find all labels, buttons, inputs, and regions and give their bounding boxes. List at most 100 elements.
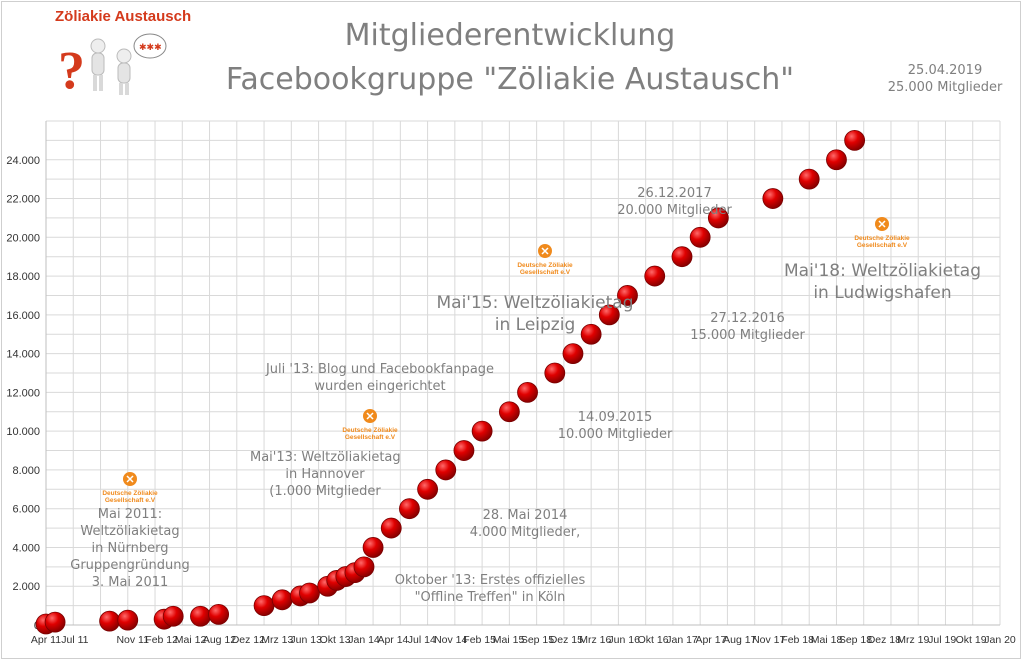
annotation-sep-2015: 14.09.2015 10.000 Mitglieder bbox=[557, 410, 673, 442]
data-point bbox=[417, 478, 439, 500]
x-tick-label: Dez 15 bbox=[550, 634, 583, 646]
y-tick-label: 10.000 bbox=[6, 426, 40, 438]
annotation-mai-2018: Mai'18: Weltzöliakietag in Ludwigshafen bbox=[784, 261, 981, 304]
data-point bbox=[353, 556, 375, 578]
data-point bbox=[707, 207, 729, 229]
x-tick-label: Apr 17 bbox=[695, 634, 726, 646]
x-tick-label: Sep 18 bbox=[839, 634, 872, 646]
y-tick-label: 8.000 bbox=[12, 465, 40, 477]
x-tick-label: Jul 19 bbox=[928, 634, 956, 646]
x-tick-label: Mai 18 bbox=[811, 634, 843, 646]
annotation-mai-2014: 28. Mai 2014 4.000 Mitglieder, bbox=[469, 508, 581, 540]
y-tick-label: 14.000 bbox=[6, 349, 40, 361]
data-point bbox=[162, 605, 184, 627]
annotation-mai-2015: Mai'15: Weltzöliakietag in Leipzig bbox=[436, 293, 634, 336]
annotation-mai-2013: Mai'13: Weltzöliakietag in Hannover (1.0… bbox=[250, 450, 401, 499]
data-point bbox=[253, 595, 275, 617]
logo-illustration: ? ✱✱✱ bbox=[58, 33, 167, 100]
y-tick-label: 4.000 bbox=[12, 542, 40, 554]
dzg-logo-mark bbox=[126, 475, 134, 483]
annotation-dez-2017: 26.12.2017 20.000 Mitglieder bbox=[617, 186, 732, 218]
y-tick-label: 12.000 bbox=[6, 387, 40, 399]
x-tick-label: Apr 11 bbox=[31, 634, 61, 646]
dzg-logo-text: Deutsche Zöliakie bbox=[517, 262, 573, 269]
x-tick-label: Jun 16 bbox=[608, 634, 640, 646]
x-tick-label: Jan 14 bbox=[348, 634, 380, 646]
data-point bbox=[844, 129, 866, 151]
data-point bbox=[617, 285, 638, 306]
x-tick-label: Feb 15 bbox=[463, 634, 496, 646]
dzg-logo-text: Gesellschaft e.V bbox=[520, 269, 571, 276]
data-point bbox=[271, 589, 293, 611]
x-tick-label: Mrz 13 bbox=[261, 634, 293, 646]
annotation-juli-2013: Juli '13: Blog und Facebookfanpage wurde… bbox=[265, 362, 495, 394]
data-point bbox=[208, 603, 230, 625]
data-point bbox=[471, 420, 493, 442]
x-tick-label: Aug 17 bbox=[723, 634, 756, 646]
data-point bbox=[826, 149, 847, 171]
x-tick-label: Mai 15 bbox=[493, 634, 525, 646]
annotation-apr-2019: 25.04.2019 25.000 Mitglieder bbox=[887, 63, 1003, 95]
dzg-logo-text: Gesellschaft e.V bbox=[345, 434, 396, 441]
x-tick-label: Dez 18 bbox=[868, 634, 901, 646]
data-point bbox=[598, 304, 620, 326]
data-point bbox=[362, 537, 384, 558]
data-point bbox=[498, 401, 520, 423]
y-tick-label: 6.000 bbox=[12, 504, 40, 516]
y-tick-label: 24.000 bbox=[6, 155, 40, 167]
data-point bbox=[299, 582, 320, 604]
data-point bbox=[99, 610, 120, 632]
y-tick-label: 20.000 bbox=[6, 232, 40, 244]
data-point bbox=[762, 188, 784, 209]
data-point bbox=[517, 381, 538, 403]
x-tick-label: Sep 15 bbox=[521, 634, 554, 646]
data-point bbox=[689, 226, 711, 248]
dzg-logo-text: Gesellschaft e.V bbox=[105, 497, 156, 504]
y-tick-label: 18.000 bbox=[6, 271, 40, 283]
data-point bbox=[117, 609, 139, 631]
y-tick-label: 2.000 bbox=[12, 581, 40, 593]
data-point bbox=[435, 459, 457, 481]
dzg-logo-text: Gesellschaft e.V bbox=[857, 242, 908, 249]
data-point bbox=[671, 246, 693, 268]
data-point bbox=[544, 362, 566, 384]
x-tick-label: Jan 20 bbox=[984, 634, 1016, 646]
brand-name: Zöliakie Austausch bbox=[55, 8, 192, 25]
x-tick-label: Jul 14 bbox=[408, 634, 436, 646]
chart-title-line-2: Facebookgruppe "Zöliakie Austausch" bbox=[225, 62, 795, 97]
dzg-logo-text: Deutsche Zöliakie bbox=[854, 235, 910, 242]
svg-text:✱✱✱: ✱✱✱ bbox=[139, 43, 162, 53]
x-tick-label: Okt 19 bbox=[956, 634, 987, 646]
y-tick-label: 16.000 bbox=[6, 310, 40, 322]
dzg-logo-mark bbox=[541, 247, 549, 255]
dzg-logo-mark bbox=[366, 412, 374, 420]
x-tick-label: Dez 12 bbox=[232, 634, 265, 646]
dzg-logo-mark bbox=[878, 220, 886, 228]
x-tick-label: Okt 16 bbox=[638, 634, 669, 646]
dzg-logo-text: Deutsche Zöliakie bbox=[102, 490, 158, 497]
data-point bbox=[190, 605, 211, 627]
x-tick-label: Jul 11 bbox=[61, 634, 88, 646]
dzg-logo-text: Deutsche Zöliakie bbox=[342, 427, 398, 434]
data-point bbox=[399, 498, 420, 520]
annotation-dez-2016: 27.12.2016 15.000 Mitglieder bbox=[690, 311, 805, 343]
x-tick-label: Mai 12 bbox=[175, 634, 207, 646]
x-tick-label: Apr 14 bbox=[377, 634, 408, 646]
chart-title-line-1: Mitgliederentwicklung bbox=[344, 18, 676, 53]
x-tick-label: Jan 17 bbox=[666, 634, 698, 646]
data-point bbox=[380, 517, 402, 539]
x-tick-label: Feb 12 bbox=[145, 634, 178, 646]
x-tick-label: Nov 17 bbox=[752, 634, 785, 646]
annotation-mai-2011: Mai 2011: Weltzöliakietag in Nürnberg Gr… bbox=[70, 507, 190, 590]
svg-text:?: ? bbox=[58, 40, 85, 100]
x-tick-label: Jun 13 bbox=[290, 634, 322, 646]
data-point bbox=[580, 323, 602, 345]
data-point bbox=[562, 343, 584, 365]
data-point bbox=[644, 265, 666, 287]
annotation-oktober-2013: Oktober '13: Erstes offizielles "Offline… bbox=[394, 573, 586, 605]
y-tick-label: 22.000 bbox=[6, 194, 40, 206]
data-point bbox=[44, 611, 66, 633]
x-tick-label: Feb 18 bbox=[781, 634, 814, 646]
